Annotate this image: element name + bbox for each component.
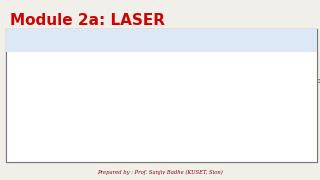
Text: Prepared by : Prof. Sanjiv Badhe (KUSET, Sion): Prepared by : Prof. Sanjiv Badhe (KUSET,…	[97, 170, 223, 176]
Text: 4) Coherent  light can be obtained.: 4) Coherent light can be obtained.	[165, 148, 292, 156]
Text: 3) Can  be utilized to get Laser beam.: 3) Can be utilized to get Laser beam.	[165, 136, 302, 144]
Text: 4) Light  obtained is not coherent.: 4) Light obtained is not coherent.	[10, 148, 134, 156]
Text: Spontaneous Emission: Spontaneous Emission	[22, 36, 146, 45]
Text: 3) Results in ordinary  light.: 3) Results in ordinary light.	[10, 136, 112, 144]
Text: 2) Photons need  to be incident as stimuli.: 2) Photons need to be incident as stimul…	[165, 123, 318, 131]
Text: Stimulated Emission: Stimulated Emission	[183, 36, 296, 45]
Text: 1) Stimulated  emission of radiation is the
    process  in which photons are us: 1) Stimulated emission of radiation is t…	[165, 56, 320, 96]
Text: 2) No external agent  is involved.: 2) No external agent is involved.	[10, 123, 131, 131]
Text: Module 2a: LASER: Module 2a: LASER	[10, 13, 164, 28]
Text: 1) Spontaneous emission is a result of the
    transition of an atom from the ex: 1) Spontaneous emission is a result of t…	[10, 56, 178, 107]
